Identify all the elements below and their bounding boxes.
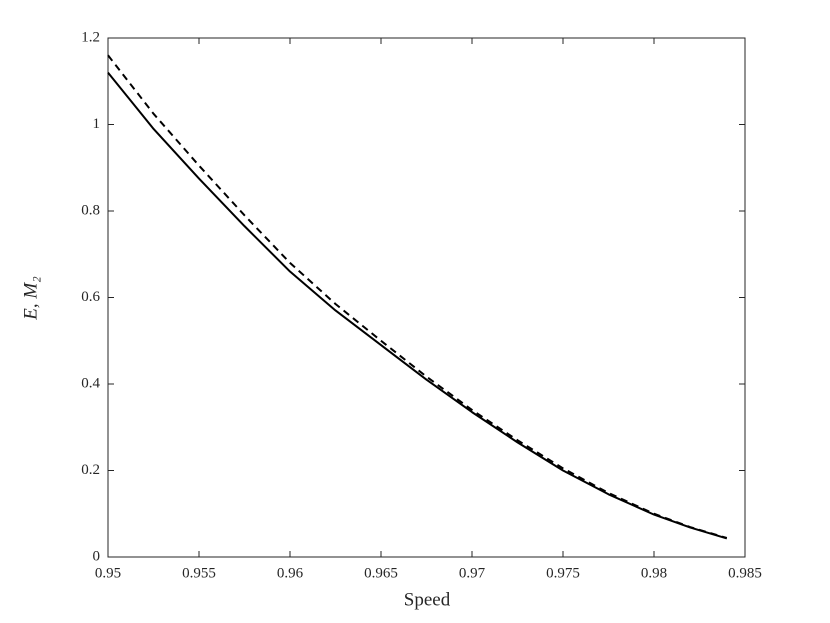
plot-frame (107, 37, 746, 558)
x-tick-label: 0.955 (182, 565, 216, 581)
y-tick-label: 0.8 (81, 202, 100, 218)
x-tick-label: 0.985 (728, 565, 762, 581)
x-axis-label: Speed (404, 589, 451, 610)
y-axis-label: E, M₂ (20, 276, 41, 321)
x-tick-label: 0.965 (364, 565, 398, 581)
x-tick-label: 0.95 (95, 565, 121, 581)
x-tick-label: 0.96 (277, 565, 304, 581)
y-tick-label: 1 (93, 116, 101, 132)
y-tick-label: 0.6 (81, 289, 100, 305)
data-line (107, 71, 728, 540)
data-line (107, 54, 728, 539)
y-tick-label: 1.2 (81, 29, 100, 45)
y-tick-label: 0 (93, 548, 101, 564)
x-tick-label: 0.98 (641, 565, 667, 581)
y-tick-label: 0.4 (81, 375, 100, 391)
x-tick-label: 0.97 (459, 565, 486, 581)
y-tick-label: 0.2 (81, 462, 100, 478)
x-tick-label: 0.975 (546, 565, 580, 581)
